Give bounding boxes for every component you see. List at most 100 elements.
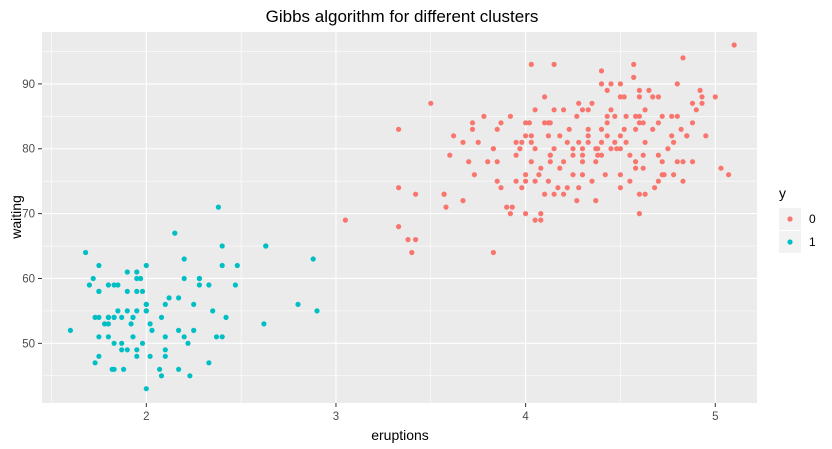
point-cluster-1 xyxy=(109,366,115,372)
point-cluster-0 xyxy=(519,185,525,191)
point-cluster-1 xyxy=(187,373,193,379)
point-cluster-1 xyxy=(130,314,136,320)
point-cluster-0 xyxy=(536,172,542,178)
point-cluster-0 xyxy=(680,178,686,184)
point-cluster-1 xyxy=(295,301,301,307)
point-cluster-1 xyxy=(176,366,182,372)
point-cluster-0 xyxy=(678,126,684,132)
point-cluster-0 xyxy=(579,146,586,152)
point-cluster-1 xyxy=(96,314,102,320)
point-cluster-0 xyxy=(513,139,519,145)
point-cluster-0 xyxy=(523,211,529,217)
point-cluster-1 xyxy=(147,353,153,359)
point-cluster-0 xyxy=(731,42,737,48)
point-cluster-0 xyxy=(523,172,529,178)
point-cluster-0 xyxy=(570,152,576,158)
point-cluster-0 xyxy=(650,126,656,132)
point-cluster-1 xyxy=(196,275,202,282)
point-cluster-0 xyxy=(494,159,500,165)
point-cluster-1 xyxy=(105,334,111,340)
point-cluster-0 xyxy=(538,211,544,217)
point-cluster-1 xyxy=(119,314,125,320)
point-cluster-0 xyxy=(674,81,680,87)
point-cluster-1 xyxy=(181,275,187,282)
point-cluster-0 xyxy=(396,185,402,191)
plot-panel xyxy=(42,32,757,403)
point-cluster-0 xyxy=(608,81,614,87)
point-cluster-0 xyxy=(631,61,637,67)
legend-title: y xyxy=(779,185,786,201)
point-cluster-1 xyxy=(162,334,168,340)
point-cluster-0 xyxy=(689,159,696,165)
point-cluster-0 xyxy=(689,120,696,126)
point-cluster-1 xyxy=(92,360,98,366)
point-cluster-0 xyxy=(631,74,637,80)
point-cluster-0 xyxy=(650,94,656,100)
point-cluster-0 xyxy=(547,152,553,158)
point-cluster-0 xyxy=(396,126,402,132)
point-cluster-0 xyxy=(576,185,582,191)
point-cluster-1 xyxy=(130,334,136,340)
point-cluster-0 xyxy=(561,159,567,165)
point-cluster-0 xyxy=(526,120,533,126)
point-cluster-0 xyxy=(627,178,633,184)
point-cluster-0 xyxy=(636,87,643,93)
x-axis-ticks: 2 3 4 5 xyxy=(143,403,718,423)
point-cluster-0 xyxy=(674,113,680,119)
point-cluster-1 xyxy=(134,269,140,275)
point-cluster-0 xyxy=(557,165,563,171)
point-cluster-0 xyxy=(726,172,732,178)
point-cluster-0 xyxy=(640,152,646,158)
point-cluster-1 xyxy=(162,301,168,307)
point-cluster-0 xyxy=(598,81,605,87)
point-cluster-0 xyxy=(475,139,481,145)
point-cluster-0 xyxy=(519,139,525,145)
point-cluster-1 xyxy=(92,314,98,320)
point-cluster-0 xyxy=(602,172,608,178)
point-cluster-0 xyxy=(579,172,586,178)
point-cluster-0 xyxy=(655,94,662,100)
point-cluster-1 xyxy=(115,282,121,288)
point-cluster-1 xyxy=(162,347,168,353)
point-cluster-0 xyxy=(460,198,466,204)
point-cluster-0 xyxy=(699,100,705,106)
point-cluster-0 xyxy=(551,146,557,152)
point-cluster-0 xyxy=(574,198,580,204)
point-cluster-0 xyxy=(542,94,548,100)
point-cluster-0 xyxy=(485,159,491,165)
point-cluster-0 xyxy=(342,217,348,223)
point-cluster-1 xyxy=(206,360,212,366)
x-tick-label: 4 xyxy=(522,411,529,423)
point-cluster-0 xyxy=(574,113,580,119)
legend: y 0 1 xyxy=(779,185,816,253)
point-cluster-0 xyxy=(636,191,643,197)
point-cluster-1 xyxy=(115,308,121,314)
point-cluster-1 xyxy=(138,275,144,282)
point-cluster-0 xyxy=(598,139,605,145)
point-cluster-1 xyxy=(121,366,127,372)
y-axis-ticks: 50 60 70 80 90 xyxy=(22,79,42,350)
point-cluster-0 xyxy=(684,133,690,139)
point-cluster-0 xyxy=(636,113,643,119)
point-cluster-0 xyxy=(671,139,677,145)
point-cluster-1 xyxy=(143,308,149,314)
point-cluster-0 xyxy=(481,113,487,119)
point-cluster-1 xyxy=(128,321,134,327)
point-cluster-0 xyxy=(617,185,624,191)
point-cluster-0 xyxy=(469,126,476,132)
point-cluster-1 xyxy=(90,275,96,282)
point-cluster-0 xyxy=(428,100,434,106)
point-cluster-0 xyxy=(585,126,591,132)
x-tick-label: 5 xyxy=(712,411,718,423)
point-cluster-0 xyxy=(504,204,510,210)
point-cluster-1 xyxy=(105,321,111,327)
point-cluster-1 xyxy=(67,327,73,333)
point-cluster-0 xyxy=(561,107,567,113)
point-cluster-0 xyxy=(557,133,563,139)
point-cluster-0 xyxy=(542,120,548,126)
point-cluster-1 xyxy=(176,327,182,333)
point-cluster-0 xyxy=(652,185,658,191)
point-cluster-1 xyxy=(96,288,102,294)
y-axis-title: waiting xyxy=(8,195,24,240)
point-cluster-0 xyxy=(612,139,618,145)
